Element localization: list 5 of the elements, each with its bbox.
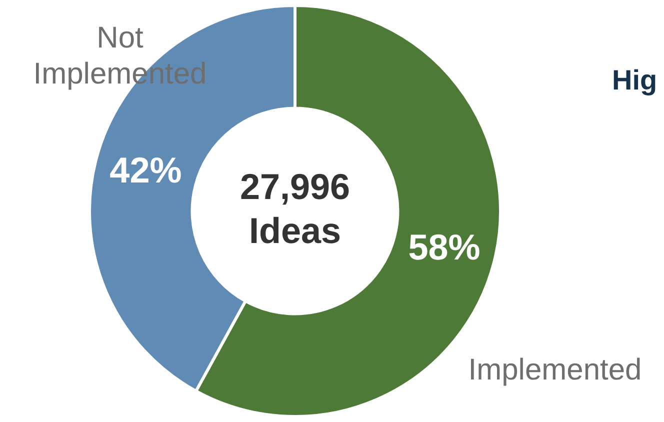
text: Hig [612, 64, 658, 96]
slice-label: Implemented [468, 353, 642, 386]
data-label: 42% [110, 150, 182, 191]
text: 27,996 Ideas [240, 166, 350, 251]
data-label: 58% [408, 226, 480, 268]
